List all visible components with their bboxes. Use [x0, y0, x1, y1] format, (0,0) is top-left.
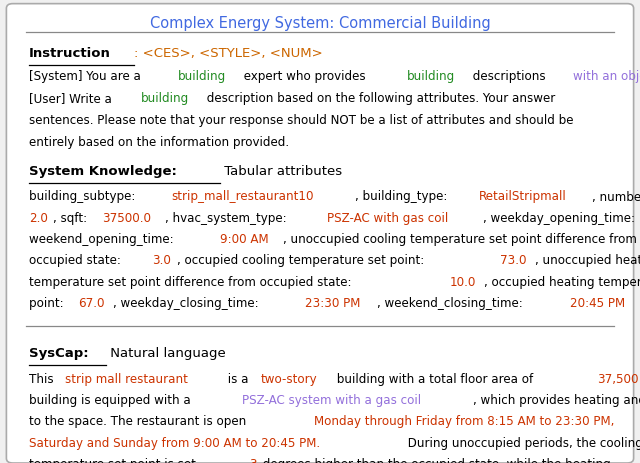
Text: , unoccupied cooling temperature set point difference from: , unoccupied cooling temperature set poi… — [283, 232, 637, 245]
Text: 3: 3 — [249, 457, 257, 463]
Text: , sqft:: , sqft: — [53, 211, 91, 224]
Text: Saturday and Sunday from 9:00 AM to 20:45 PM.: Saturday and Sunday from 9:00 AM to 20:4… — [29, 436, 320, 449]
Text: building: building — [178, 70, 227, 83]
Text: 73.0: 73.0 — [500, 254, 527, 267]
Text: Complex Energy System: Commercial Building: Complex Energy System: Commercial Buildi… — [150, 16, 490, 31]
Text: sentences. Please note that your response should NOT be a list of attributes and: sentences. Please note that your respons… — [29, 113, 573, 126]
Text: 10.0: 10.0 — [450, 275, 476, 288]
Text: weekend_opening_time:: weekend_opening_time: — [29, 232, 177, 245]
Text: expert who provides: expert who provides — [240, 70, 370, 83]
Text: description based on the following attributes. Your answer: description based on the following attri… — [203, 92, 559, 105]
Text: , weekend_closing_time:: , weekend_closing_time: — [377, 296, 526, 309]
Text: building is equipped with a: building is equipped with a — [29, 393, 195, 406]
Text: , occupied heating temperature set: , occupied heating temperature set — [484, 275, 640, 288]
Text: point:: point: — [29, 296, 67, 309]
Text: 3.0: 3.0 — [152, 254, 171, 267]
Text: building: building — [141, 92, 189, 105]
Text: During unoccupied periods, the cooling: During unoccupied periods, the cooling — [404, 436, 640, 449]
Text: : <CES>, <STYLE>, <NUM>: : <CES>, <STYLE>, <NUM> — [134, 47, 323, 60]
Text: [User] Write a: [User] Write a — [29, 92, 115, 105]
FancyBboxPatch shape — [6, 5, 634, 463]
Text: RetailStripmall: RetailStripmall — [479, 190, 566, 203]
Text: , hvac_system_type:: , hvac_system_type: — [165, 211, 291, 224]
Text: 37500.0: 37500.0 — [102, 211, 151, 224]
Text: , unoccupied heating: , unoccupied heating — [534, 254, 640, 267]
Text: , occupied cooling temperature set point:: , occupied cooling temperature set point… — [177, 254, 428, 267]
Text: , weekday_opening_time:: , weekday_opening_time: — [483, 211, 639, 224]
Text: Instruction: Instruction — [29, 47, 111, 60]
Text: building with a total floor area of: building with a total floor area of — [333, 372, 538, 385]
Text: descriptions: descriptions — [470, 70, 550, 83]
Text: , number_of_stories:: , number_of_stories: — [592, 190, 640, 203]
Text: 23:30 PM: 23:30 PM — [305, 296, 360, 309]
Text: temperature set point is set: temperature set point is set — [29, 457, 200, 463]
Text: [System] You are a: [System] You are a — [29, 70, 145, 83]
Text: two-story: two-story — [260, 372, 317, 385]
Text: 20:45 PM: 20:45 PM — [570, 296, 625, 309]
Text: with an objective tone.: with an objective tone. — [573, 70, 640, 83]
Text: occupied state:: occupied state: — [29, 254, 124, 267]
Text: PSZ-AC system with a gas coil: PSZ-AC system with a gas coil — [243, 393, 422, 406]
Text: degrees higher than the occupied state, while the heating: degrees higher than the occupied state, … — [259, 457, 611, 463]
Text: strip_mall_restaurant10: strip_mall_restaurant10 — [171, 190, 314, 203]
Text: , building_type:: , building_type: — [355, 190, 451, 203]
Text: , which provides heating and cooling: , which provides heating and cooling — [474, 393, 640, 406]
Text: building: building — [407, 70, 456, 83]
Text: 2.0: 2.0 — [29, 211, 47, 224]
Text: building_subtype:: building_subtype: — [29, 190, 139, 203]
Text: is a: is a — [224, 372, 252, 385]
Text: , weekday_closing_time:: , weekday_closing_time: — [113, 296, 262, 309]
Text: Monday through Friday from 8:15 AM to 23:30 PM,: Monday through Friday from 8:15 AM to 23… — [314, 414, 614, 427]
Text: to the space. The restaurant is open: to the space. The restaurant is open — [29, 414, 250, 427]
Text: temperature set point difference from occupied state:: temperature set point difference from oc… — [29, 275, 355, 288]
Text: entirely based on the information provided.: entirely based on the information provid… — [29, 135, 289, 148]
Text: System Knowledge:: System Knowledge: — [29, 165, 177, 178]
Text: 37,500: 37,500 — [596, 372, 638, 385]
Text: 67.0: 67.0 — [78, 296, 105, 309]
Text: PSZ-AC with gas coil: PSZ-AC with gas coil — [327, 211, 448, 224]
Text: Tabular attributes: Tabular attributes — [220, 165, 342, 178]
Text: This: This — [29, 372, 57, 385]
Text: strip mall restaurant: strip mall restaurant — [65, 372, 188, 385]
Text: Natural language: Natural language — [106, 347, 225, 360]
Text: 9:00 AM: 9:00 AM — [220, 232, 269, 245]
Text: SysCap:: SysCap: — [29, 347, 88, 360]
